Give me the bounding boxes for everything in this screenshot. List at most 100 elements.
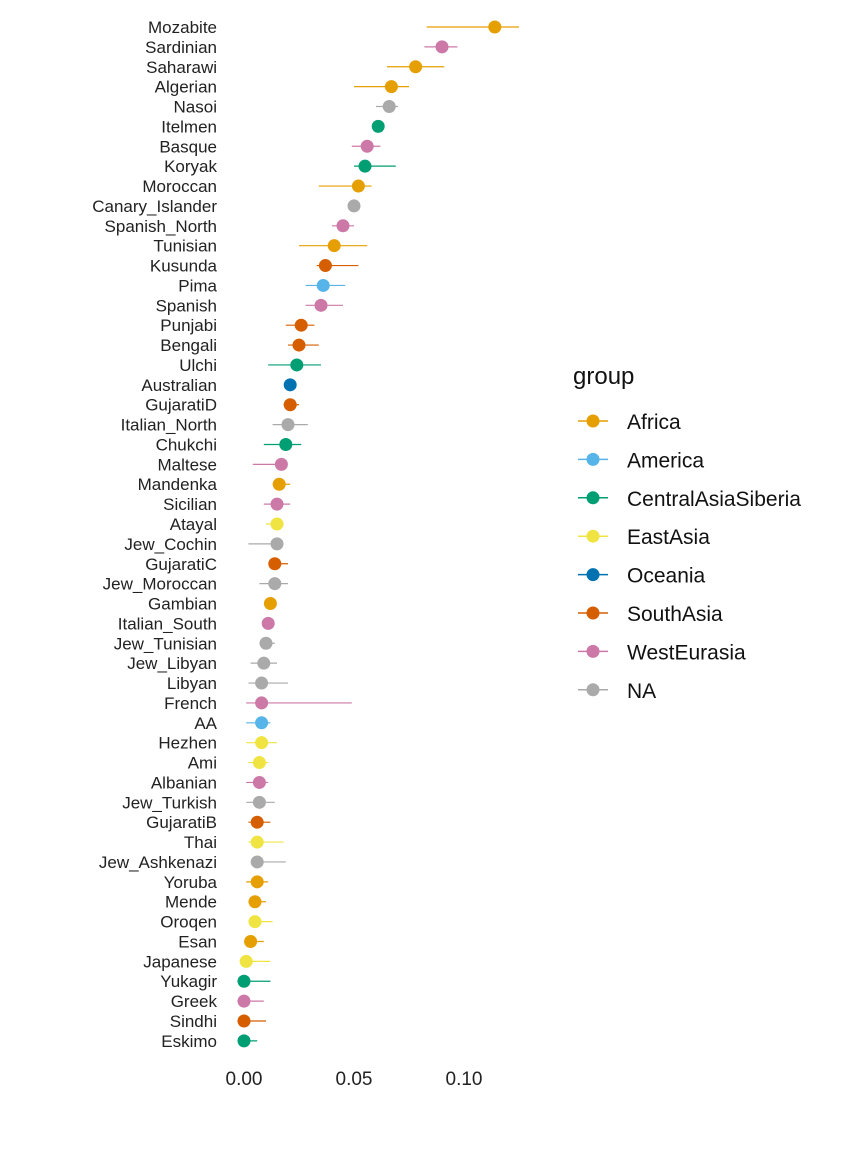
point-japanese <box>239 954 253 968</box>
legend-key-dot <box>586 452 600 466</box>
point-jew-turkish <box>252 795 266 809</box>
y-label-algerian: Algerian <box>155 78 217 97</box>
point-libyan <box>255 676 269 690</box>
legend-label-america: America <box>627 449 704 472</box>
point-yoruba <box>250 875 264 889</box>
y-label-punjabi: Punjabi <box>160 316 217 335</box>
legend-key-dot <box>586 414 600 428</box>
point-australian <box>283 378 297 392</box>
y-label-nasoi: Nasoi <box>174 98 217 117</box>
point-hezhen <box>255 736 269 750</box>
legend-item-africa: Africa <box>578 411 681 434</box>
point-italian-north <box>281 418 295 432</box>
y-label-ulchi: Ulchi <box>179 356 217 375</box>
y-label-jew-turkish: Jew_Turkish <box>122 793 217 812</box>
point-spanish-north <box>336 219 350 233</box>
point-jew-tunisian <box>259 636 273 650</box>
point-mende <box>248 895 262 909</box>
point-italian-south <box>261 616 275 630</box>
point-gambian <box>263 597 277 611</box>
y-label-jew-libyan: Jew_Libyan <box>127 654 217 673</box>
y-label-mozabite: Mozabite <box>148 18 217 37</box>
y-label-oroqen: Oroqen <box>160 913 217 932</box>
point-oroqen <box>248 915 262 929</box>
y-label-gujaratib: GujaratiB <box>146 813 217 832</box>
y-label-ami: Ami <box>188 754 217 773</box>
legend-label-westeurasia: WestEurasia <box>627 641 746 664</box>
y-label-gambian: Gambian <box>148 595 217 614</box>
point-saharawi <box>409 60 423 74</box>
legend-item-america: America <box>578 449 704 472</box>
y-label-hezhen: Hezhen <box>158 734 217 753</box>
y-label-jew-cochin: Jew_Cochin <box>124 535 217 554</box>
y-label-yoruba: Yoruba <box>164 873 218 892</box>
legend-title: group <box>573 363 634 390</box>
y-label-gujaratid: GujaratiD <box>145 396 217 415</box>
y-label-jew-ashkenazi: Jew_Ashkenazi <box>99 853 217 872</box>
point-jew-ashkenazi <box>250 855 264 869</box>
y-label-eskimo: Eskimo <box>161 1032 217 1051</box>
point-tunisian <box>327 239 341 253</box>
legend-item-na: NA <box>578 680 656 703</box>
legend-item-oceania: Oceania <box>578 565 706 588</box>
y-label-moroccan: Moroccan <box>142 177 217 196</box>
data-points <box>237 20 502 1048</box>
point-spanish <box>314 298 328 312</box>
y-label-canary-islander: Canary_Islander <box>92 197 217 216</box>
legend-key-dot <box>586 491 600 505</box>
y-label-sicilian: Sicilian <box>163 495 217 514</box>
legend-items: Africa America CentralAsiaSiberia EastAsia O… <box>578 411 801 703</box>
y-label-gujaratic: GujaratiC <box>145 555 217 574</box>
legend-key-dot <box>586 606 600 620</box>
legend-item-southasia: SouthAsia <box>578 603 723 626</box>
point-punjabi <box>294 318 308 332</box>
point-itelmen <box>371 119 385 133</box>
point-kusunda <box>318 259 332 273</box>
y-label-aa: AA <box>194 714 217 733</box>
y-label-spanish: Spanish <box>156 296 217 315</box>
legend-item-centralasiasiberia: CentralAsiaSiberia <box>578 488 801 511</box>
y-label-esan: Esan <box>178 932 217 951</box>
y-label-chukchi: Chukchi <box>156 435 217 454</box>
point-bengali <box>292 338 306 352</box>
legend-label-centralasiasiberia: CentralAsiaSiberia <box>627 488 801 511</box>
point-jew-libyan <box>257 656 271 670</box>
legend-label-southasia: SouthAsia <box>627 603 723 626</box>
point-mandenka <box>272 477 286 491</box>
y-label-french: French <box>164 694 217 713</box>
legend-key-dot <box>586 683 600 697</box>
legend-key-dot <box>586 644 600 658</box>
legend-label-africa: Africa <box>627 411 681 434</box>
y-label-mandenka: Mandenka <box>138 475 218 494</box>
y-label-sindhi: Sindhi <box>170 1012 217 1031</box>
legend-key-dot <box>586 529 600 543</box>
point-gujaratib <box>250 815 264 829</box>
y-label-italian-north: Italian_North <box>121 416 217 435</box>
point-canary-islander <box>347 199 361 213</box>
y-label-italian-south: Italian_South <box>118 614 217 633</box>
y-label-saharawi: Saharawi <box>146 58 217 77</box>
y-label-sardinian: Sardinian <box>145 38 217 57</box>
x-tick-label: 0.05 <box>336 1069 373 1090</box>
point-jew-cochin <box>270 537 284 551</box>
point-thai <box>250 835 264 849</box>
point-basque <box>360 139 374 153</box>
point-sindhi <box>237 1014 251 1028</box>
point-sardinian <box>435 40 449 54</box>
x-tick-label: 0.10 <box>446 1069 483 1090</box>
point-ami <box>252 756 266 770</box>
y-label-spanish-north: Spanish_North <box>105 217 217 236</box>
y-axis-labels: MozabiteSardinianSaharawiAlgerianNasoiIt… <box>92 18 217 1051</box>
y-label-itelmen: Itelmen <box>161 117 217 136</box>
point-moroccan <box>351 179 365 193</box>
y-label-greek: Greek <box>171 992 218 1011</box>
y-label-libyan: Libyan <box>167 674 217 693</box>
y-label-mende: Mende <box>165 893 217 912</box>
point-jew-moroccan <box>268 577 282 591</box>
x-axis-tick-labels: 0.00 0.05 0.10 <box>226 1069 483 1090</box>
y-label-albanian: Albanian <box>151 773 217 792</box>
legend-label-oceania: Oceania <box>627 565 706 588</box>
point-gujaratid <box>283 398 297 412</box>
point-nasoi <box>382 100 396 114</box>
error-bars <box>237 26 519 1042</box>
